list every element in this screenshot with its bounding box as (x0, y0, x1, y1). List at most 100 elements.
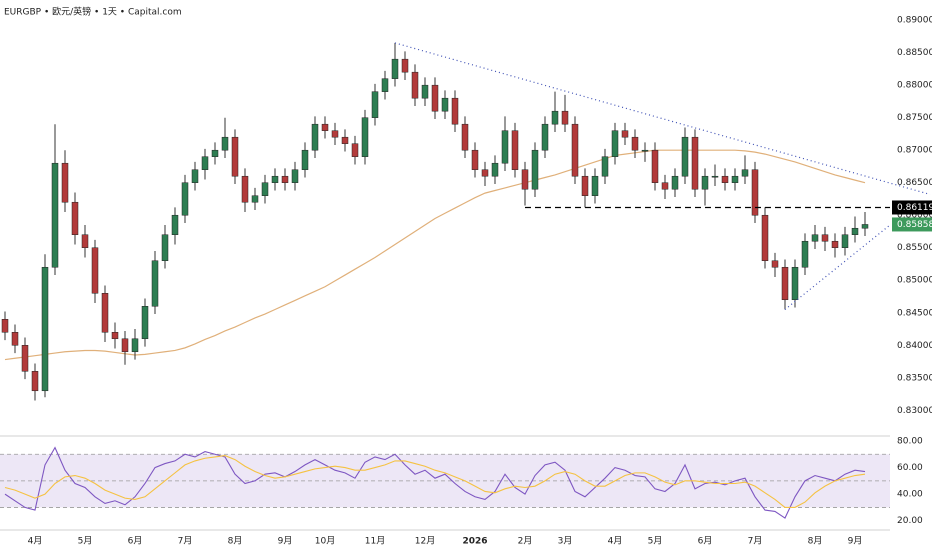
candle-body (341, 136, 349, 144)
candle-body (241, 175, 249, 203)
candle-body (851, 227, 859, 235)
candle-body (331, 130, 339, 138)
candle-body (161, 234, 169, 261)
candle-body (701, 175, 709, 190)
candle-body (371, 91, 379, 118)
candle-body (321, 123, 329, 131)
x-tick-label: 8月 (228, 536, 243, 547)
y-tick-label: 0.83500 (897, 373, 932, 383)
candle-body (151, 260, 159, 307)
candle-body (651, 149, 659, 183)
x-tick-label: 6月 (698, 536, 713, 547)
candle-body (631, 136, 639, 151)
candle-body (791, 266, 799, 301)
candle-body (251, 195, 259, 203)
candle-body (541, 123, 549, 151)
candle-body (271, 175, 279, 183)
candle-body (21, 345, 29, 372)
candle-body (291, 169, 299, 183)
x-tick-label: 7月 (748, 536, 763, 547)
candle-body (671, 175, 679, 190)
candle-body (761, 214, 769, 261)
x-tick-label: 11月 (365, 536, 385, 547)
candle-body (61, 162, 69, 203)
candle-body (621, 130, 629, 138)
candle-body (711, 175, 719, 178)
price-label: 0.86119 (897, 203, 932, 213)
candle-body (811, 234, 819, 242)
candle-body (311, 123, 319, 151)
y-tick-label: 0.85000 (897, 276, 932, 286)
y-tick-label: 0.83000 (897, 406, 932, 416)
candle-body (661, 182, 669, 190)
y-tick-label: 0.87000 (897, 146, 932, 156)
y-tick-label: 0.86000 (897, 211, 932, 221)
candle-body (831, 240, 839, 248)
candle-body (71, 201, 79, 235)
candle-body (51, 162, 59, 268)
candle-body (221, 136, 229, 151)
candle-body (821, 234, 829, 242)
candle-body (461, 123, 469, 151)
candle-body (201, 156, 209, 170)
candle-body (861, 224, 869, 229)
candle-body (691, 136, 699, 190)
y-tick-label: 0.85500 (897, 243, 932, 253)
y-tick-label: 0.84500 (897, 308, 932, 318)
candle-body (431, 84, 439, 112)
x-tick-label: 2026 (462, 537, 487, 547)
candle-body (411, 71, 419, 99)
candle-body (301, 149, 309, 170)
y-tick-label: 0.86500 (897, 178, 932, 188)
x-tick-label: 4月 (28, 536, 43, 547)
candle-body (191, 169, 199, 183)
candle-body (681, 136, 689, 177)
x-tick-label: 9月 (848, 536, 863, 547)
candle-body (381, 78, 389, 92)
candle-body (561, 110, 569, 125)
candle-body (611, 130, 619, 157)
candle-body (481, 169, 489, 177)
candle-body (511, 130, 519, 170)
x-tick-label: 12月 (415, 536, 435, 547)
y-tick-label: 60.00 (897, 463, 923, 473)
trendline (784, 224, 891, 310)
candle-body (571, 123, 579, 177)
y-tick-label: 0.88500 (897, 48, 932, 58)
y-tick-label: 40.00 (897, 490, 923, 500)
moving-average (4, 149, 866, 361)
candle-body (781, 266, 789, 301)
x-tick-label: 9月 (278, 536, 293, 547)
x-tick-label: 3月 (558, 536, 573, 547)
candle-body (741, 169, 749, 177)
candle-body (451, 97, 459, 125)
x-tick-label: 2月 (518, 536, 533, 547)
candle-body (91, 247, 99, 294)
candle-body (181, 182, 189, 216)
candle-body (601, 156, 609, 177)
y-tick-label: 0.87500 (897, 113, 932, 123)
candle-body (121, 338, 129, 353)
candle-body (41, 266, 49, 392)
x-tick-label: 6月 (128, 536, 143, 547)
candle-body (111, 332, 119, 340)
x-tick-label: 7月 (178, 536, 193, 547)
rsi-line (4, 455, 866, 508)
candle-body (551, 110, 559, 125)
price-label: 0.85858 (897, 220, 932, 230)
candle-body (281, 175, 289, 183)
x-tick-label: 5月 (648, 536, 663, 547)
candle-body (501, 130, 509, 164)
candle-body (101, 293, 109, 333)
x-tick-label: 5月 (78, 536, 93, 547)
candle-body (801, 240, 809, 268)
y-tick-label: 0.88000 (897, 81, 932, 91)
candle-body (391, 58, 399, 79)
y-tick-label: 20.00 (897, 516, 923, 526)
candle-body (351, 143, 359, 157)
candle-body (131, 338, 139, 353)
x-tick-label: 4月 (608, 536, 623, 547)
candle-body (581, 175, 589, 196)
price-label-box (892, 217, 932, 232)
